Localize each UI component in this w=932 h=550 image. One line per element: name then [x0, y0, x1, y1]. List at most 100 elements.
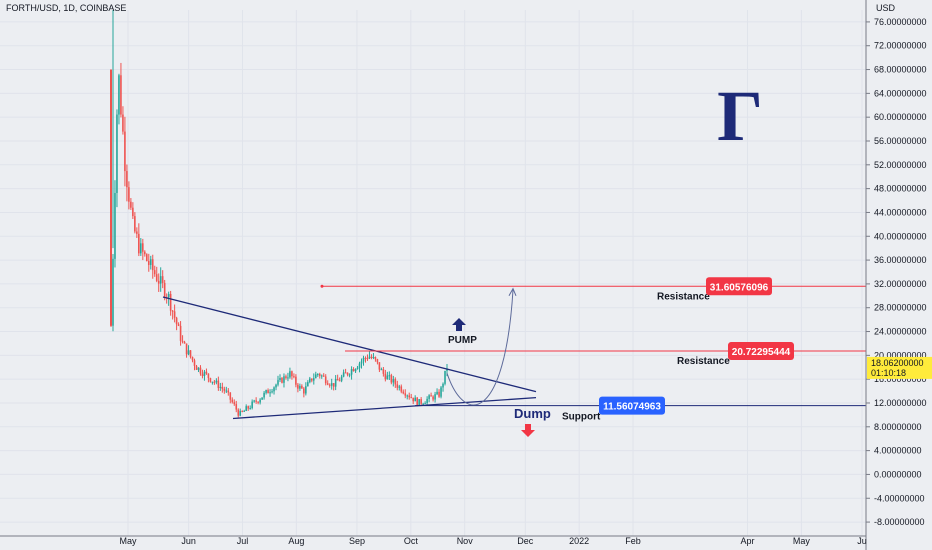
- candle-body: [169, 293, 172, 311]
- candle-body: [183, 341, 186, 344]
- pump-arrowhead: [508, 287, 517, 297]
- candle-body: [396, 384, 399, 388]
- candle-body: [177, 324, 180, 326]
- candle-body: [145, 254, 148, 262]
- candle-body: [314, 374, 317, 379]
- candle-body: [227, 390, 230, 393]
- candle-body: [390, 375, 393, 383]
- candle-body: [392, 379, 395, 383]
- candle-body: [374, 357, 377, 360]
- candle-body: [438, 391, 440, 397]
- candle-body: [128, 187, 130, 202]
- y-tick-label: 16.00000000: [874, 374, 927, 384]
- candle-body: [219, 386, 222, 388]
- resistance-value-lower-text: 20.72295444: [732, 347, 791, 358]
- current-price-text: 18.06200000: [871, 358, 924, 368]
- candle-body: [348, 374, 351, 376]
- candle-body: [328, 384, 331, 386]
- x-tick-label: Nov: [457, 536, 474, 546]
- candle-body: [432, 396, 434, 400]
- candle-body: [309, 378, 311, 383]
- y-tick-label: -8.00000000: [874, 517, 925, 527]
- support-value: [599, 396, 665, 415]
- down-arrow-icon: [521, 424, 535, 437]
- candle-body: [223, 388, 226, 391]
- candle-body: [334, 378, 337, 387]
- price-axis[interactable]: 76.00000000 72.00000000 68.00000000 64.0000…: [865, 0, 932, 550]
- candle-body: [209, 378, 212, 382]
- candle-body: [136, 231, 138, 234]
- time-axis[interactable]: May Jun Jul Aug Sep Oct Nov Dec 2022 Feb Apr May Ju: [0, 535, 867, 546]
- y-tick-label: 4.00000000: [874, 446, 922, 456]
- candle-body: [271, 391, 273, 393]
- candle-body: [203, 371, 206, 377]
- candle-body: [364, 357, 367, 359]
- candle-body: [213, 381, 216, 383]
- candle-body: [243, 410, 246, 412]
- candle-body: [330, 383, 333, 386]
- candle-body: [293, 376, 295, 378]
- candle-body: [406, 395, 409, 397]
- x-tick-label: Ju: [857, 536, 867, 546]
- candle-body: [418, 399, 420, 406]
- pump-label: PUMP: [448, 335, 477, 346]
- candle-body: [414, 397, 416, 402]
- candle-body: [386, 375, 389, 380]
- candle-body: [404, 393, 407, 396]
- support-label: Support: [562, 412, 601, 423]
- candle-body: [147, 261, 150, 265]
- candle-body: [400, 386, 403, 392]
- y-tick-label: 0.00000000: [874, 469, 922, 479]
- candle-body: [301, 385, 303, 389]
- candle-body: [241, 410, 244, 412]
- candle-body: [428, 395, 430, 399]
- candle-body: [362, 357, 365, 362]
- y-tick-label: -4.00000000: [874, 493, 925, 503]
- candle-body: [120, 75, 122, 115]
- x-tick-label: Sep: [349, 536, 365, 546]
- candle-body: [316, 373, 319, 375]
- candle-body: [221, 386, 224, 389]
- plot-background: [0, 0, 866, 536]
- x-tick-label: May: [793, 536, 811, 546]
- candle-body: [239, 410, 242, 416]
- candle-body: [440, 387, 442, 397]
- candle-body: [420, 399, 422, 404]
- candle-body: [382, 369, 385, 374]
- candle-body: [380, 369, 383, 371]
- candle-body: [149, 259, 152, 265]
- candle-body: [324, 376, 327, 384]
- candle-body: [181, 340, 184, 342]
- candle-body: [151, 259, 154, 271]
- candle-body: [255, 400, 257, 402]
- candle-body: [388, 375, 391, 377]
- candle-body: [153, 270, 156, 275]
- dump-label: Dump: [514, 406, 551, 421]
- candle-body: [189, 350, 192, 357]
- candle-body: [229, 392, 232, 400]
- candle-body: [372, 357, 375, 359]
- candle-body: [291, 371, 293, 377]
- x-tick-label: Oct: [404, 536, 419, 546]
- candle-body: [338, 380, 341, 382]
- candle-body: [245, 406, 247, 411]
- current-price-tag: [867, 356, 932, 379]
- candle-body: [126, 171, 128, 188]
- candle-body: [185, 343, 188, 355]
- candle-body: [311, 378, 313, 381]
- candle-body: [412, 397, 415, 402]
- y-tick-label: 20.00000000: [874, 350, 927, 360]
- candle-body: [267, 390, 269, 394]
- x-tick-label: Jul: [237, 536, 249, 546]
- x-tick-label: Feb: [625, 536, 641, 546]
- candle-body: [249, 408, 251, 410]
- candle-body: [430, 395, 432, 397]
- candle-body: [124, 131, 126, 172]
- resistance-value-upper-text: 31.60576096: [710, 282, 769, 293]
- candle-body: [142, 243, 144, 252]
- candle-body: [257, 401, 259, 403]
- y-tick-label: 56.00000000: [874, 136, 927, 146]
- x-tick-label: Aug: [288, 536, 304, 546]
